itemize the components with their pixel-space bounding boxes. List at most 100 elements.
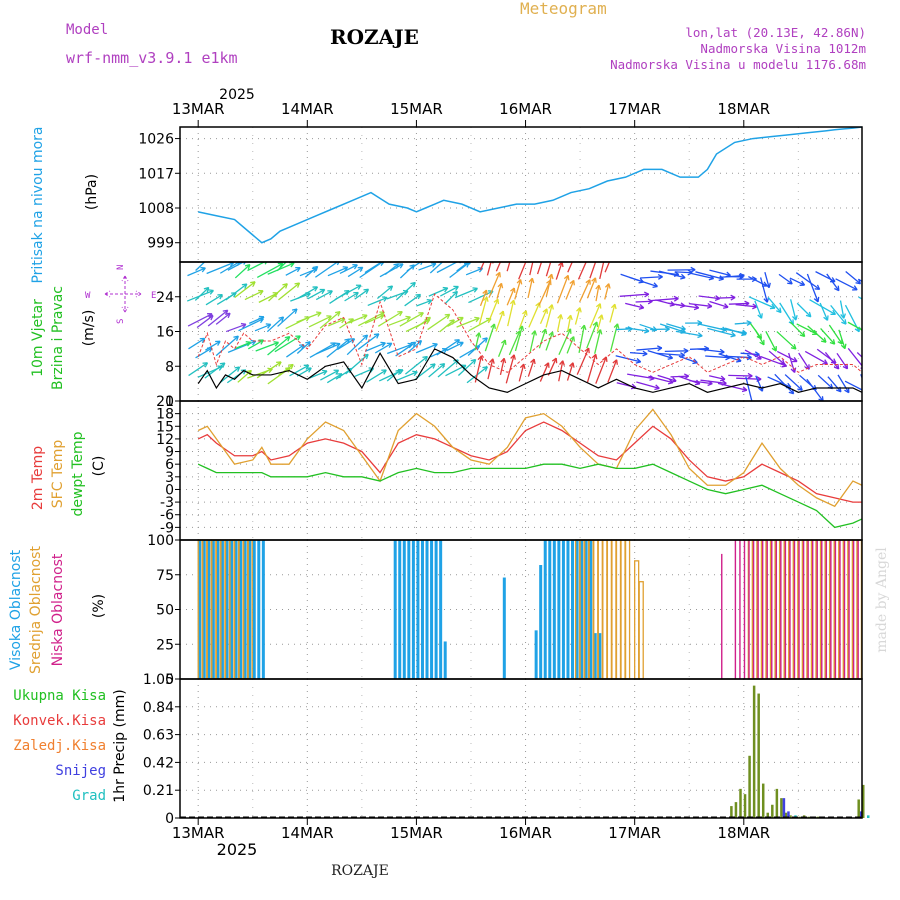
wind-arrow bbox=[609, 323, 619, 352]
wind-arrow bbox=[767, 297, 782, 313]
wind-arrow bbox=[296, 311, 322, 323]
wind-arrow bbox=[724, 355, 752, 359]
wind-arrowhead bbox=[472, 287, 478, 293]
y-tick-label: 1008 bbox=[138, 201, 174, 217]
elevation-text: Nadmorska Visina 1012m bbox=[700, 41, 866, 56]
wind-arrow bbox=[576, 347, 590, 375]
low-cloud-bar bbox=[830, 540, 832, 679]
mid-cloud-bar bbox=[606, 539, 613, 680]
wind-arrow bbox=[695, 271, 724, 280]
low-cloud-bar bbox=[802, 540, 805, 679]
wind-arrow bbox=[837, 374, 850, 393]
wind-arrow bbox=[396, 371, 418, 381]
wind-arrowhead bbox=[644, 327, 650, 334]
wind-arrowhead bbox=[595, 303, 602, 309]
wind-arrowhead bbox=[741, 386, 748, 393]
wind-panel: 0 8 16 24 bbox=[156, 247, 869, 410]
high-cloud-bar bbox=[534, 630, 538, 679]
wind-arrow bbox=[234, 264, 251, 279]
wind-arrowhead bbox=[752, 303, 758, 310]
wind-arrow bbox=[507, 299, 515, 327]
high-cloud-bar bbox=[434, 540, 438, 679]
wind-arrow bbox=[244, 290, 264, 301]
low-cloud-bar bbox=[821, 540, 823, 679]
wind-arrowhead bbox=[240, 322, 247, 329]
wind-arrow bbox=[539, 362, 550, 382]
wind-arrowhead bbox=[531, 330, 537, 336]
precip-legend-item: Konvek.Kisa bbox=[13, 713, 106, 729]
wind-arrow bbox=[824, 351, 840, 370]
wind-arrowhead bbox=[799, 331, 806, 338]
high-cloud-bar bbox=[502, 577, 506, 679]
wind-arrow bbox=[519, 310, 527, 328]
wind-arrow bbox=[387, 343, 413, 355]
wind-arrow bbox=[700, 379, 727, 384]
wind-arrow bbox=[748, 296, 776, 309]
compass-cross bbox=[104, 275, 142, 313]
wind-arrowhead bbox=[758, 386, 764, 392]
wind-arrowhead bbox=[439, 362, 446, 369]
wind-arrowhead bbox=[719, 375, 726, 382]
wind-arrow bbox=[817, 374, 834, 390]
wind-arrowhead bbox=[312, 286, 319, 292]
model-label: Model bbox=[66, 22, 108, 38]
wind-arrow bbox=[407, 340, 422, 353]
wind-arrow bbox=[505, 354, 515, 384]
wind-arrowhead bbox=[319, 288, 326, 295]
wind-arrowhead bbox=[706, 302, 713, 309]
high-cloud-bar bbox=[252, 540, 256, 679]
station-title: ROZAJE bbox=[330, 25, 419, 49]
wind-barbs bbox=[186, 247, 869, 401]
y-tick-label: 100 bbox=[147, 533, 174, 549]
wind-arrow bbox=[625, 327, 650, 332]
wind-arrow bbox=[545, 331, 554, 351]
wind-arrowhead bbox=[357, 266, 364, 273]
wind-arrowhead bbox=[398, 263, 404, 269]
wind-arrowhead bbox=[723, 303, 729, 309]
wind-arrowhead bbox=[495, 271, 501, 278]
bottom-date-label: 15MAR bbox=[390, 824, 443, 842]
low-cloud-bar bbox=[761, 540, 764, 679]
high-cloud-bar bbox=[584, 540, 588, 679]
wind-arrowhead bbox=[312, 265, 319, 272]
wind-arrow bbox=[734, 322, 752, 325]
wind-arrowhead bbox=[585, 257, 589, 262]
wind-arrow bbox=[384, 263, 399, 276]
wind-arrowhead bbox=[511, 247, 516, 252]
wind-arrowhead bbox=[557, 314, 564, 320]
wind-arrow bbox=[636, 347, 662, 351]
wind-arrowhead bbox=[635, 358, 642, 364]
wind-arrowhead bbox=[865, 391, 869, 396]
low-cloud-bar bbox=[721, 553, 723, 679]
wind-arrow bbox=[327, 266, 348, 277]
wind-arrow bbox=[527, 278, 533, 298]
wind-arrowhead bbox=[833, 363, 840, 370]
high-cloud-bar bbox=[566, 540, 570, 679]
bottom-date-axis: 13MAR 14MAR 15MAR 16MAR 17MAR 18MAR bbox=[172, 818, 770, 842]
wind-arrow bbox=[828, 324, 843, 345]
wind-gust-line bbox=[197, 293, 862, 373]
wind-arrowhead bbox=[510, 287, 516, 294]
wind-arrowhead bbox=[547, 273, 554, 280]
wind-arrow bbox=[364, 314, 385, 325]
compass-s: S bbox=[116, 319, 126, 324]
top-date-label: 14MAR bbox=[281, 100, 334, 118]
wind-arrow bbox=[266, 316, 284, 333]
wind-arrow bbox=[666, 323, 686, 330]
credit-watermark: made by Angel bbox=[874, 547, 890, 653]
wind-arrowhead bbox=[519, 363, 526, 370]
wind-arrowhead bbox=[531, 254, 536, 259]
wind-arrow bbox=[405, 356, 428, 375]
wind-arrowhead bbox=[295, 335, 301, 341]
wind-arrow bbox=[648, 375, 674, 384]
wind-arrow bbox=[636, 381, 660, 389]
wind-arrow bbox=[838, 329, 846, 349]
pressure-panel: 999 1008 1017 1026 bbox=[138, 126, 863, 252]
wind-arrow bbox=[327, 318, 346, 327]
wind-arrowhead bbox=[841, 319, 847, 325]
wind-arrowhead bbox=[823, 315, 829, 321]
wind-arrowhead bbox=[412, 370, 418, 377]
wind-arrow bbox=[760, 355, 787, 367]
total-precip-bar bbox=[771, 804, 774, 818]
wind-arrowhead bbox=[410, 281, 416, 288]
